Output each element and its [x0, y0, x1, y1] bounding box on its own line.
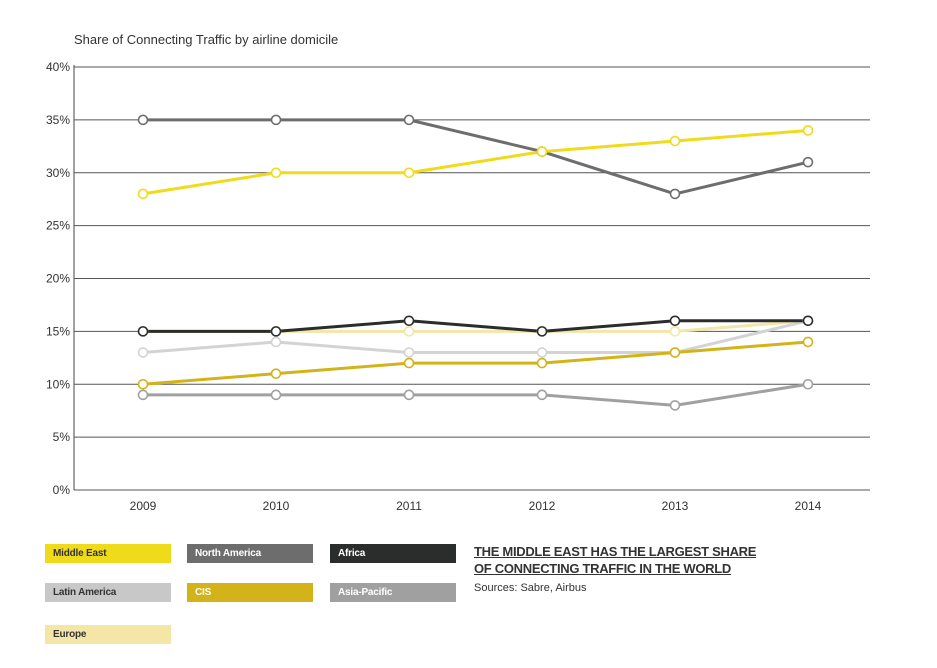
legend-item-north-america: North America — [187, 544, 313, 563]
data-point-latin-america — [536, 347, 548, 358]
legend-item-asia-pacific: Asia-Pacific — [330, 583, 456, 602]
data-point-latin-america — [270, 336, 282, 348]
data-point-africa — [802, 315, 814, 327]
chart-title: Share of Connecting Traffic by airline d… — [74, 32, 339, 47]
data-point-asia-pacific — [536, 389, 548, 401]
data-point-middle-east — [137, 188, 149, 200]
data-point-africa — [270, 326, 282, 337]
y-tick-label: 10% — [46, 377, 70, 391]
data-point-cis — [403, 357, 415, 369]
data-point-cis — [802, 336, 814, 348]
data-point-cis — [137, 378, 149, 390]
legend-item-europe: Europe — [45, 625, 171, 644]
x-tick-label: 2010 — [263, 499, 290, 513]
data-point-middle-east — [536, 146, 548, 157]
series-line-north-america — [143, 118, 809, 196]
y-tick-label: 20% — [46, 272, 70, 286]
data-point-cis — [669, 347, 681, 358]
data-point-africa — [536, 326, 548, 337]
y-tick-label: 30% — [46, 166, 70, 180]
data-point-north-america — [802, 156, 814, 168]
data-point-europe — [669, 326, 681, 337]
data-point-middle-east — [669, 135, 681, 147]
data-point-north-america — [669, 188, 681, 200]
data-point-africa — [403, 315, 415, 327]
x-tick-label: 2013 — [662, 499, 689, 513]
y-tick-label: 40% — [46, 60, 70, 74]
x-tick-label: 2014 — [795, 499, 822, 513]
data-point-asia-pacific — [802, 378, 814, 390]
data-point-middle-east — [802, 125, 814, 136]
data-point-north-america — [270, 114, 282, 126]
data-point-africa — [669, 315, 681, 327]
sources-note: Sources: Sabre, Airbus — [474, 582, 587, 594]
data-point-europe — [403, 326, 415, 337]
data-point-asia-pacific — [403, 389, 415, 401]
data-point-asia-pacific — [137, 389, 149, 401]
x-tick-label: 2012 — [529, 499, 556, 513]
data-point-middle-east — [270, 167, 282, 179]
data-point-north-america — [403, 114, 415, 126]
legend-item-middle-east: Middle East — [45, 544, 171, 563]
data-point-cis — [270, 368, 282, 379]
data-point-cis — [536, 357, 548, 369]
series-line-africa — [143, 319, 808, 333]
data-point-asia-pacific — [669, 400, 681, 411]
series-line-middle-east — [142, 128, 809, 196]
y-tick-label: 0% — [53, 483, 71, 497]
series-line-cis — [142, 340, 809, 386]
data-point-latin-america — [137, 347, 149, 358]
y-tick-label: 5% — [53, 430, 71, 444]
y-tick-label: 25% — [46, 219, 70, 233]
series-line-latin-america — [142, 319, 809, 355]
headline: THE MIDDLE EAST HAS THE LARGEST SHARE OF… — [474, 544, 757, 576]
data-point-north-america — [137, 114, 149, 126]
legend-item-latin-america: Latin America — [45, 583, 171, 602]
data-point-asia-pacific — [270, 389, 282, 401]
legend-item-africa: Africa — [330, 544, 456, 563]
data-point-middle-east — [403, 167, 415, 179]
data-point-africa — [137, 326, 149, 337]
data-point-latin-america — [403, 347, 415, 358]
x-tick-label: 2009 — [130, 499, 157, 513]
series-line-asia-pacific — [143, 382, 809, 407]
x-tick-label: 2011 — [396, 499, 422, 513]
y-tick-label: 35% — [46, 113, 70, 127]
y-tick-label: 15% — [46, 324, 70, 338]
line-chart: 0% 5% 10% 15% 20% 25% 30% 35% 40% 2009 2010 2011 201… — [46, 60, 870, 513]
legend-item-cis: CIS — [187, 583, 313, 602]
